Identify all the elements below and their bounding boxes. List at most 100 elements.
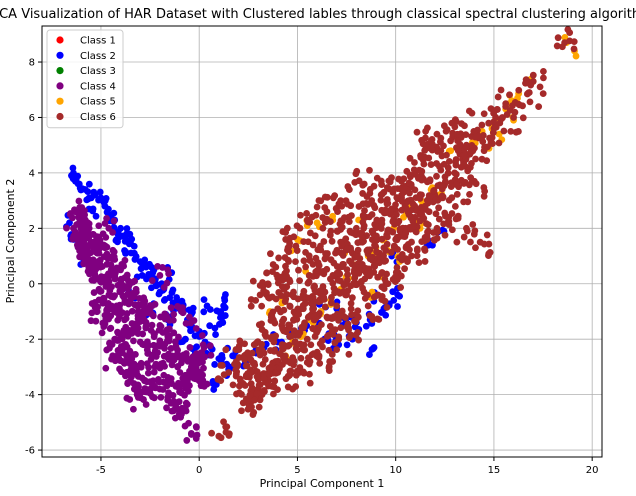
data-point (345, 186, 353, 194)
data-point (355, 336, 362, 344)
data-point (394, 303, 401, 310)
data-point (152, 282, 160, 290)
data-point (181, 406, 189, 414)
data-point (443, 151, 450, 159)
data-point (356, 231, 364, 238)
data-point (441, 209, 449, 217)
data-point (509, 102, 516, 110)
data-point (280, 285, 288, 293)
data-point (333, 227, 341, 235)
data-point (506, 91, 513, 99)
data-point (309, 260, 317, 268)
data-point (344, 200, 351, 208)
data-point (280, 306, 288, 314)
plot-frame (41, 25, 603, 458)
data-point (98, 263, 106, 270)
data-point (144, 342, 152, 350)
data-point (400, 183, 408, 191)
data-point (241, 382, 249, 389)
data-point (360, 288, 368, 296)
y-tick-label: -4 (25, 390, 35, 401)
data-point (106, 339, 113, 347)
data-point (192, 364, 200, 372)
data-point (354, 314, 362, 321)
data-point (123, 394, 131, 402)
data-point (288, 291, 296, 299)
data-point (127, 249, 135, 257)
data-point (176, 380, 184, 388)
data-point (480, 184, 488, 191)
data-point (408, 252, 415, 260)
data-point (370, 262, 378, 270)
data-point (324, 314, 331, 322)
data-point (82, 258, 89, 266)
data-point (354, 307, 362, 315)
data-point (150, 341, 158, 349)
data-point (78, 224, 86, 232)
data-point (150, 330, 158, 338)
data-point (160, 283, 168, 291)
data-point (159, 386, 167, 393)
data-point (478, 121, 486, 129)
x-tick-label: 15 (488, 465, 501, 476)
data-point (453, 190, 461, 198)
data-point (441, 173, 449, 181)
data-point (110, 217, 118, 225)
data-point (206, 322, 214, 330)
data-point (326, 322, 334, 330)
data-point (342, 235, 350, 243)
data-point (461, 179, 469, 186)
data-point (186, 382, 193, 389)
data-point (437, 134, 445, 142)
data-point (263, 269, 270, 277)
data-point (337, 197, 345, 205)
data-point (187, 327, 194, 335)
data-point (309, 272, 317, 280)
legend-label: Class 1 (80, 36, 116, 47)
data-point (315, 197, 323, 204)
data-point (229, 381, 237, 389)
data-point (305, 294, 313, 302)
data-point (433, 172, 440, 180)
data-point (453, 238, 461, 246)
data-point (121, 274, 129, 281)
data-point (255, 381, 263, 389)
data-point (284, 383, 292, 391)
data-point (369, 227, 376, 235)
data-point (393, 264, 401, 271)
data-point (299, 294, 307, 302)
data-point (134, 330, 142, 337)
data-point (321, 204, 329, 212)
data-point (124, 379, 132, 387)
data-point (249, 411, 257, 418)
data-point (128, 370, 136, 377)
data-point (145, 363, 153, 371)
data-point (101, 311, 109, 319)
data-point (402, 229, 410, 237)
data-point (411, 186, 419, 194)
data-point (143, 275, 150, 283)
data-point (154, 263, 161, 270)
data-point (119, 282, 127, 289)
y-tick-label: 4 (29, 168, 35, 179)
data-point (325, 364, 333, 372)
data-point (212, 331, 219, 338)
data-point (445, 196, 453, 204)
data-point (183, 437, 191, 444)
data-point (430, 187, 437, 195)
data-point (311, 232, 319, 240)
data-point (492, 123, 500, 131)
data-point (279, 325, 286, 333)
data-point (188, 360, 196, 368)
data-point (440, 220, 448, 228)
data-point (287, 367, 295, 375)
data-point (427, 137, 435, 144)
data-point (452, 170, 460, 178)
data-point (282, 229, 290, 236)
data-point (134, 373, 142, 380)
data-point (69, 214, 76, 222)
data-point (280, 341, 288, 349)
data-point (364, 246, 372, 254)
data-point (328, 293, 335, 301)
data-point (308, 351, 316, 359)
